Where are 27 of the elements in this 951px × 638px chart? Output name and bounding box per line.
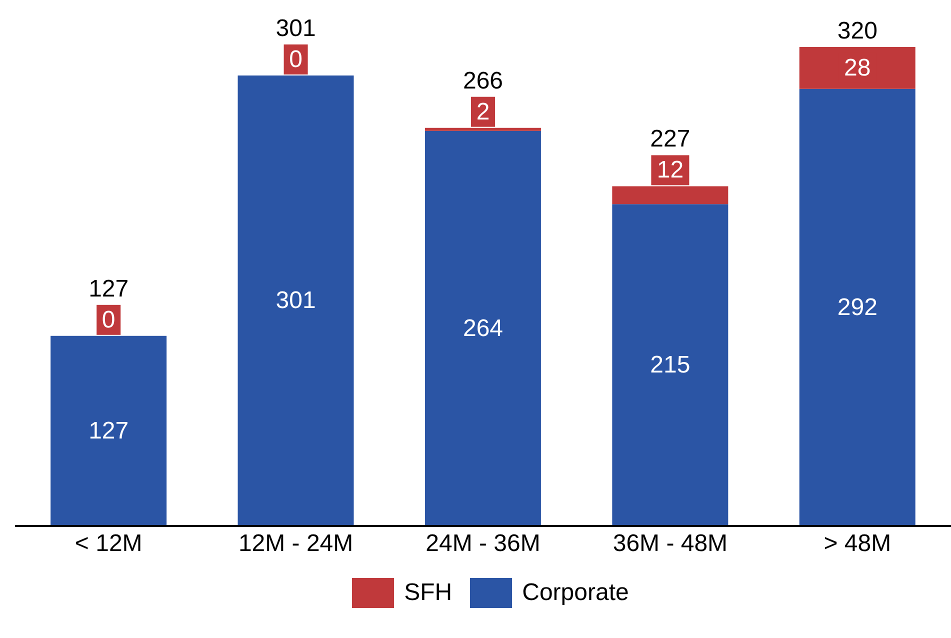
legend-label: SFH	[404, 579, 452, 607]
data-label: 301	[276, 287, 316, 314]
total-label: 301	[276, 14, 316, 42]
x-tick-label: 36M - 48M	[612, 530, 728, 558]
bar	[612, 204, 728, 526]
data-label: 0	[102, 306, 116, 334]
total-label: 266	[462, 67, 504, 94]
x-tick-label: < 12M	[74, 530, 142, 558]
data-label: 127	[88, 417, 129, 444]
data-label: 28	[844, 54, 871, 82]
x-tick-label: 12M - 24M	[238, 530, 354, 558]
data-label: 292	[837, 294, 878, 321]
total-label: 227	[650, 126, 690, 153]
total-label: 320	[837, 18, 878, 44]
data-label: 2	[476, 98, 490, 126]
bar	[238, 75, 354, 526]
legend-label: Corporate	[522, 579, 629, 607]
data-label: 12	[656, 156, 684, 184]
data-label: 264	[462, 314, 504, 342]
x-tick-label: 24M - 36M	[426, 530, 540, 558]
bar	[424, 130, 541, 526]
bar	[50, 336, 167, 526]
data-label: 215	[650, 352, 690, 379]
bar	[799, 88, 916, 526]
x-tick-label: > 48M	[824, 530, 892, 558]
total-label: 127	[88, 275, 129, 302]
data-label: 0	[289, 46, 302, 73]
